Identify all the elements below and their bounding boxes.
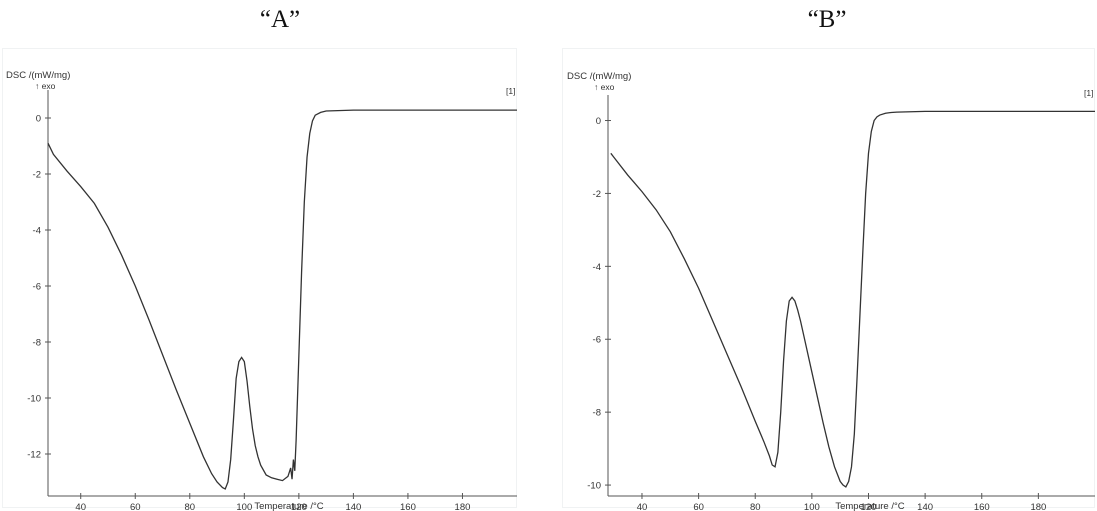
x-tick-label: 180 xyxy=(455,502,471,511)
x-tick-label: 60 xyxy=(693,502,704,511)
dsc-chart-a-svg: DSC /(mW/mg) ↑ exo [1] Temperature /°C 0… xyxy=(6,70,517,511)
y-tick-label: -6 xyxy=(593,335,601,346)
y-tick-label: -4 xyxy=(33,226,41,237)
y-tick-label: -10 xyxy=(27,394,41,405)
y-tick-label: -8 xyxy=(593,408,601,419)
x-axis-label: Temperature /°C xyxy=(254,501,323,511)
x-tick-label: 80 xyxy=(185,502,196,511)
curve-index-label: [1] xyxy=(1084,88,1093,98)
y-axis-label: DSC /(mW/mg) xyxy=(567,71,631,82)
panel-a-caption: “A” xyxy=(259,6,301,33)
x-tick-label: 160 xyxy=(974,502,990,511)
panel-b-caption: “B” xyxy=(807,6,847,33)
x-tick-label: 40 xyxy=(637,502,648,511)
x-tick-label: 120 xyxy=(291,502,307,511)
x-tick-label: 100 xyxy=(236,502,252,511)
dsc-curve xyxy=(47,109,517,490)
y-tick-label: -6 xyxy=(33,282,41,293)
y-tick-label: -10 xyxy=(587,481,601,492)
x-tick-label: 140 xyxy=(345,502,361,511)
x-tick-label: 120 xyxy=(861,502,877,511)
y-tick-label: -8 xyxy=(33,338,41,349)
x-tick-label: 100 xyxy=(804,502,820,511)
x-tick-label: 60 xyxy=(130,502,141,511)
y-tick-label: -12 xyxy=(27,450,41,461)
y-tick-label: -4 xyxy=(593,262,601,273)
y-tick-label: 0 xyxy=(36,114,41,125)
y-axis-label: DSC /(mW/mg) xyxy=(6,70,70,81)
exo-direction-label: ↑ exo xyxy=(35,81,56,91)
x-tick-label: 40 xyxy=(75,502,86,511)
dsc-curve xyxy=(610,110,1095,488)
y-tick-label: -2 xyxy=(33,170,41,181)
exo-direction-label: ↑ exo xyxy=(594,82,615,92)
curve-index-label: [1] xyxy=(506,86,515,96)
y-tick-label: -2 xyxy=(593,189,601,200)
dsc-chart-a: DSC /(mW/mg) ↑ exo [1] Temperature /°C 0… xyxy=(2,48,517,511)
x-tick-label: 140 xyxy=(917,502,933,511)
x-axis-label: Temperature /°C xyxy=(835,501,904,511)
x-tick-label: 80 xyxy=(750,502,761,511)
dsc-chart-b-svg: DSC /(mW/mg) ↑ exo [1] Temperature /°C 0… xyxy=(567,71,1095,511)
dsc-chart-b: DSC /(mW/mg) ↑ exo [1] Temperature /°C 0… xyxy=(562,48,1095,511)
y-tick-label: 0 xyxy=(596,116,601,127)
x-tick-label: 180 xyxy=(1030,502,1046,511)
x-tick-label: 160 xyxy=(400,502,416,511)
